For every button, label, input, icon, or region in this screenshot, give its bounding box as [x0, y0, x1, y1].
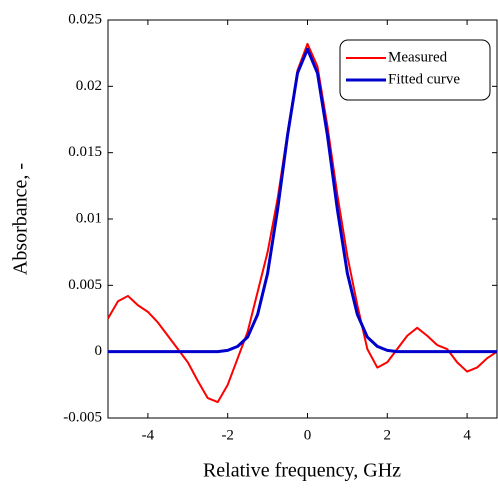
legend-label: Measured: [388, 49, 448, 65]
y-tick-label: -0.005: [63, 409, 102, 425]
x-axis-label: Relative frequency, GHz: [203, 460, 401, 482]
x-tick-label: -4: [142, 427, 155, 443]
legend-label: Fitted curve: [388, 71, 460, 87]
series-line: [108, 47, 497, 354]
y-tick-label: 0.025: [68, 11, 102, 27]
legend-box: [339, 39, 491, 101]
y-tick-label: 0: [95, 343, 103, 359]
x-tick-label: 0: [304, 427, 312, 443]
y-tick-label: 0.015: [68, 144, 102, 160]
y-tick-label: 0.02: [76, 78, 102, 94]
x-tick-label: -2: [221, 427, 234, 443]
y-tick-label: 0.005: [68, 277, 102, 293]
x-tick-label: 2: [384, 427, 392, 443]
series-line: [107, 42, 498, 404]
y-tick-label: 0.01: [76, 210, 102, 226]
x-tick-label: 4: [463, 427, 471, 443]
y-axis-label: Absorbance, -: [10, 163, 32, 275]
